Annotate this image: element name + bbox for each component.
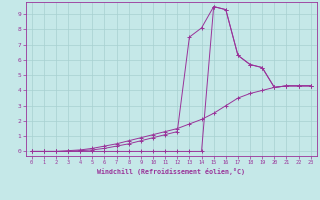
- X-axis label: Windchill (Refroidissement éolien,°C): Windchill (Refroidissement éolien,°C): [97, 168, 245, 175]
